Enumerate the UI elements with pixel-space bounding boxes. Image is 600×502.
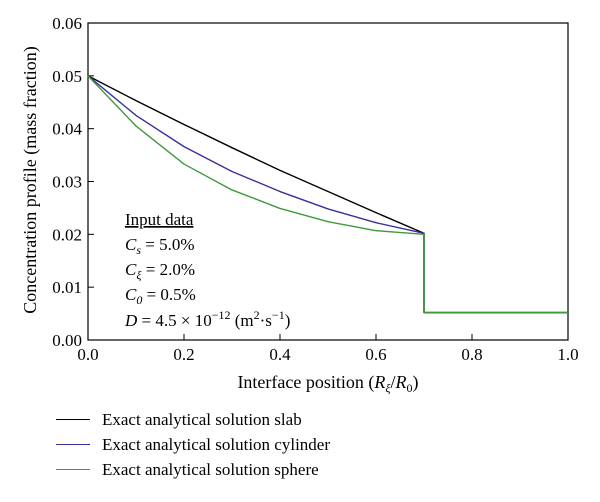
legend-label: Exact analytical solution cylinder <box>102 434 331 454</box>
x-tick-label: 0.4 <box>269 345 291 364</box>
annotation-line: Cξ = 2.0% <box>125 260 195 282</box>
y-tick-label: 0.06 <box>52 14 82 33</box>
annotation-diffusivity: D = 4.5 × 10−12 (m2·s−1) <box>124 308 290 330</box>
input-data-annotation: Input data Cs = 5.0% Cξ = 2.0% C0 = 0.5%D … <box>124 210 290 330</box>
y-axis-label: Concentration profile (mass fraction) <box>20 46 41 313</box>
x-tick-label: 0.2 <box>173 345 194 364</box>
series-line-sphere <box>87 75 568 314</box>
annotation-title: Input data <box>125 210 194 229</box>
legend-label: Exact analytical solution slab <box>102 409 302 429</box>
y-tick-label: 0.00 <box>52 331 82 350</box>
legend-label: Exact analytical solution sphere <box>102 459 319 479</box>
annotation-line: C0 = 0.5% <box>125 285 196 307</box>
y-tick-label: 0.05 <box>52 67 82 86</box>
legend-item-slab: Exact analytical solution slab <box>56 407 330 432</box>
axes: 0.0 0.2 0.4 0.6 0.8 1.0 0.00 0.01 0.02 0.03 0.04 0.… <box>52 14 578 364</box>
x-tick-label: 0.0 <box>77 345 98 364</box>
legend-item-sphere: Exact analytical solution sphere <box>56 457 330 482</box>
y-tick-label: 0.02 <box>52 225 82 244</box>
y-tick-label: 0.01 <box>52 278 82 297</box>
y-tick-label: 0.03 <box>52 173 82 192</box>
x-tick-label: 0.8 <box>461 345 482 364</box>
legend: Exact analytical solution slab Exact anal… <box>56 407 330 482</box>
legend-swatch <box>56 469 90 470</box>
concentration-chart: 0.0 0.2 0.4 0.6 0.8 1.0 0.00 0.01 0.02 0.03 0.04 0.… <box>20 14 579 395</box>
x-axis-label: Interface position (Rξ/R0) <box>237 372 418 395</box>
annotation-line: Cs = 5.0% <box>125 235 195 257</box>
legend-swatch <box>56 419 90 420</box>
x-tick-label: 0.6 <box>365 345 386 364</box>
series-layer <box>87 75 568 314</box>
y-tick-label: 0.04 <box>52 120 82 139</box>
legend-item-cylinder: Exact analytical solution cylinder <box>56 432 330 457</box>
x-tick-label: 1.0 <box>557 345 578 364</box>
legend-swatch <box>56 444 90 445</box>
